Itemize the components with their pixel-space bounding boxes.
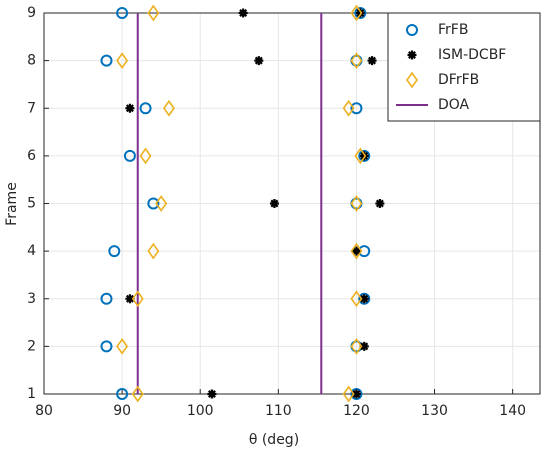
x-tick-label: 140 — [499, 403, 526, 419]
marker — [147, 4, 160, 22]
legend-marker — [407, 50, 417, 60]
y-tick-label: 4 — [27, 243, 36, 259]
marker — [342, 99, 355, 117]
legend-label: DFrFB — [438, 72, 479, 88]
marker — [355, 8, 365, 18]
marker — [100, 292, 113, 305]
marker — [350, 388, 363, 400]
marker — [155, 195, 168, 212]
marker — [207, 389, 217, 399]
marker — [139, 102, 152, 115]
marker — [351, 389, 361, 399]
marker — [350, 290, 363, 308]
legend-label: ISM-DCBF — [438, 47, 506, 63]
marker — [108, 245, 121, 258]
legend-marker — [406, 71, 418, 89]
x-tick-label: 120 — [343, 403, 370, 419]
marker — [116, 7, 129, 19]
marker — [351, 246, 361, 256]
marker — [350, 4, 363, 22]
legend-marker — [406, 24, 418, 36]
y-tick-label: 5 — [27, 196, 36, 212]
marker — [359, 294, 369, 304]
marker — [359, 341, 369, 351]
marker — [350, 337, 363, 355]
x-tick-label: 80 — [35, 403, 53, 419]
marker — [125, 103, 135, 113]
x-tick-label: 110 — [265, 403, 292, 419]
marker — [147, 242, 160, 260]
marker — [354, 147, 367, 165]
x-tick-label: 130 — [421, 403, 448, 419]
marker — [375, 199, 385, 208]
marker — [350, 242, 363, 260]
x-tick-label: 90 — [113, 403, 131, 419]
legend: FrFB ISM-DCBF DFrFB DOA — [387, 12, 541, 122]
marker — [147, 197, 160, 210]
y-tick-label: 8 — [27, 53, 36, 69]
legend-box — [387, 12, 541, 122]
marker — [100, 340, 113, 353]
marker — [116, 52, 129, 70]
marker — [354, 7, 367, 19]
y-tick-label: 6 — [27, 148, 36, 164]
y-tick-label: 9 — [27, 5, 36, 21]
x-axis-label: θ (deg) — [249, 432, 299, 448]
marker — [116, 337, 129, 355]
marker — [350, 102, 363, 115]
marker — [342, 385, 355, 403]
legend-label: FrFB — [438, 22, 468, 38]
marker — [125, 294, 135, 304]
marker — [350, 195, 363, 212]
marker — [254, 56, 264, 66]
marker — [269, 199, 279, 208]
marker — [100, 54, 113, 67]
y-tick-label: 1 — [27, 386, 36, 402]
marker — [358, 149, 371, 162]
y-tick-label: 7 — [27, 100, 36, 116]
marker — [350, 52, 363, 70]
marker — [367, 56, 377, 66]
marker — [131, 290, 144, 308]
marker — [116, 388, 129, 400]
y-axis-label: Frame — [4, 182, 20, 226]
marker — [358, 292, 371, 305]
marker — [131, 385, 144, 403]
y-tick-label: 3 — [27, 291, 36, 307]
marker — [162, 99, 175, 117]
y-tick-label: 2 — [27, 338, 36, 354]
marker — [123, 149, 136, 162]
marker — [238, 8, 248, 18]
marker — [139, 147, 152, 165]
marker — [359, 151, 369, 161]
x-tick-label: 100 — [187, 403, 214, 419]
plot-frame — [43, 12, 541, 395]
legend-label: DOA — [438, 97, 470, 113]
